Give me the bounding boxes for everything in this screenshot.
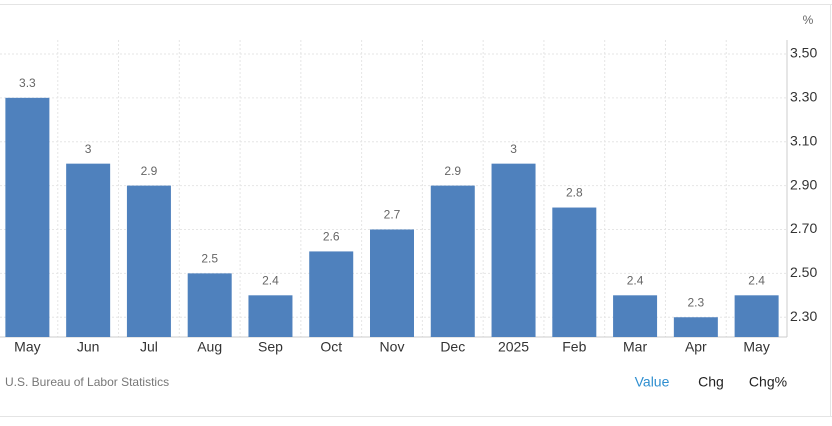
bar bbox=[430, 185, 475, 337]
bar bbox=[370, 229, 414, 337]
x-tick-label: Jul bbox=[140, 339, 158, 355]
bar bbox=[248, 295, 293, 337]
bar bbox=[5, 97, 50, 338]
x-tick-label: Mar bbox=[623, 339, 647, 355]
tab-value[interactable]: Value bbox=[635, 374, 670, 390]
source: U.S. Bureau of Labor Statistics bbox=[5, 375, 169, 389]
x-tick-label: Oct bbox=[320, 339, 342, 355]
tab-chg-pct[interactable]: Chg% bbox=[749, 374, 787, 390]
y-tick-label: 2.30 bbox=[790, 308, 817, 324]
data-label: 3 bbox=[510, 142, 517, 156]
tab-chg[interactable]: Chg bbox=[698, 374, 724, 390]
bar bbox=[734, 295, 779, 337]
bar bbox=[309, 251, 354, 337]
bar bbox=[552, 207, 597, 337]
bar bbox=[66, 163, 111, 337]
x-tick-label: Sep bbox=[258, 339, 283, 355]
y-tick-label: 2.90 bbox=[790, 176, 817, 192]
data-label: 2.4 bbox=[262, 273, 279, 287]
data-label: 3.3 bbox=[19, 76, 36, 90]
y-tick-label: 3.50 bbox=[790, 45, 817, 61]
x-tick-label: Apr bbox=[685, 339, 707, 355]
x-tick-label: Jun bbox=[77, 339, 100, 355]
data-label: 2.7 bbox=[384, 208, 401, 222]
x-tick-label: Feb bbox=[562, 339, 586, 355]
x-tick-label: 2025 bbox=[498, 339, 529, 355]
bar bbox=[187, 273, 232, 337]
x-tick-label: Dec bbox=[440, 339, 465, 355]
data-label: 2.5 bbox=[201, 252, 218, 266]
data-label: 2.4 bbox=[627, 273, 644, 287]
x-tick-label: May bbox=[14, 339, 40, 355]
data-label: 2.9 bbox=[141, 164, 158, 178]
bar bbox=[673, 317, 718, 337]
unit-label: % bbox=[803, 13, 814, 27]
y-tick-label: 3.30 bbox=[790, 89, 817, 105]
x-tick-label: Aug bbox=[197, 339, 222, 355]
data-label: 2.6 bbox=[323, 230, 340, 244]
data-label: 3 bbox=[85, 142, 92, 156]
bar bbox=[126, 185, 171, 337]
data-label: 2.3 bbox=[688, 295, 705, 309]
y-tick-label: 2.50 bbox=[790, 264, 817, 280]
data-label: 2.8 bbox=[566, 186, 583, 200]
bar bbox=[613, 295, 658, 337]
x-tick-label: May bbox=[743, 339, 769, 355]
data-label: 2.4 bbox=[748, 273, 765, 287]
x-tick-label: Nov bbox=[380, 339, 405, 355]
y-tick-label: 3.10 bbox=[790, 132, 817, 148]
data-label: 2.9 bbox=[444, 164, 461, 178]
bar bbox=[491, 163, 536, 337]
y-tick-label: 2.70 bbox=[790, 220, 817, 236]
